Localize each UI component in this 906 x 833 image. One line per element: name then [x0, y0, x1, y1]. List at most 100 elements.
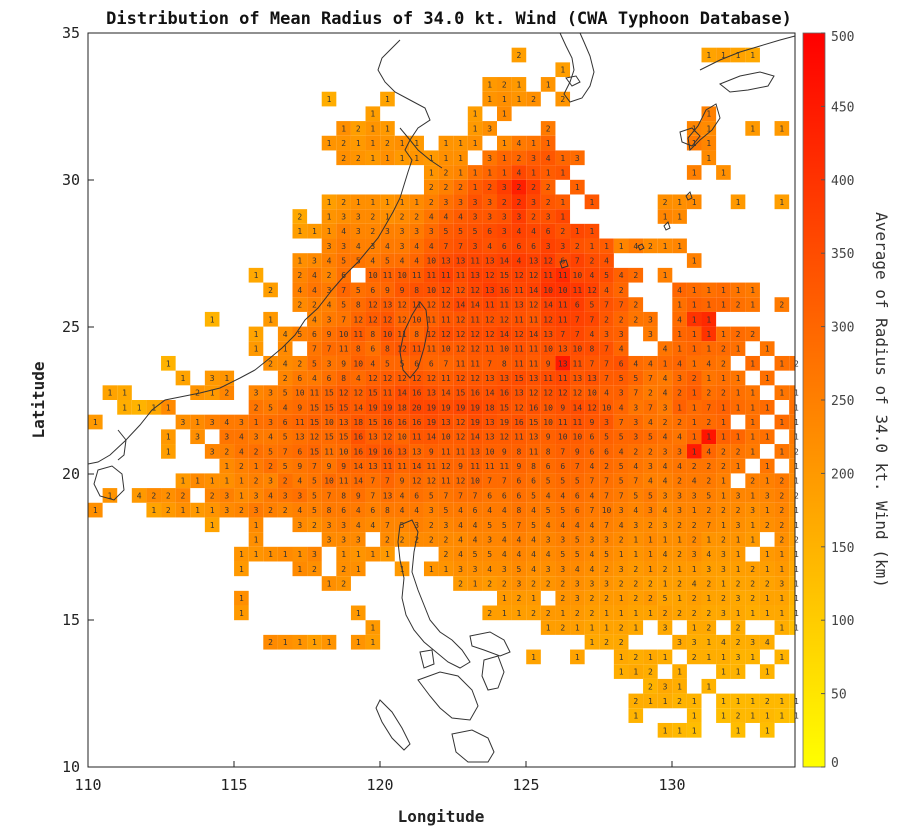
heatmap-cell: 2 [438, 546, 454, 562]
heatmap-cell-rect [380, 91, 395, 107]
heatmap-cell: 2 [657, 194, 673, 210]
heatmap-cell-count: 4 [297, 477, 302, 486]
heatmap-cell: 9 [394, 473, 410, 489]
heatmap-cell: 1 [204, 473, 220, 489]
heatmap-cell: 3 [365, 238, 381, 254]
heatmap-cell-count: 1 [356, 198, 361, 207]
heatmap-cell-count: 3 [663, 521, 668, 530]
heatmap-cell-count: 2 [487, 609, 492, 618]
heatmap-cell-count: 9 [560, 403, 565, 412]
heatmap-cell: 7 [701, 400, 717, 415]
heatmap-cell-count: 1 [750, 447, 755, 456]
heatmap-cell-rect [453, 444, 468, 459]
heatmap-cell-count: 3 [356, 535, 361, 544]
heatmap-cell: 3 [307, 253, 322, 268]
heatmap-cell-count: 4 [648, 418, 653, 427]
heatmap-cell-count: 7 [283, 447, 288, 456]
heatmap-cell-count: 5 [312, 491, 317, 500]
heatmap-cell-count: 5 [575, 535, 580, 544]
heatmap-cell: 1 [716, 649, 731, 665]
heatmap-cell-rect [453, 282, 468, 298]
heatmap-cell: 1 [628, 708, 644, 723]
heatmap-cell-count: 1 [370, 638, 375, 647]
heatmap-cell-count: 6 [312, 330, 317, 339]
heatmap-cell: 5 [701, 488, 717, 503]
heatmap-cell-count: 2 [443, 183, 448, 192]
heatmap-cell-rect [467, 165, 483, 180]
heatmap-cell: 2 [628, 561, 644, 577]
heatmap-cell-count: 2 [633, 697, 638, 706]
heatmap-cell-rect [467, 223, 483, 239]
heatmap-cell-rect [453, 150, 468, 166]
heatmap-cell-count: 3 [531, 198, 536, 207]
heatmap-cell-count: 5 [385, 359, 390, 368]
heatmap-cell: 15 [307, 444, 322, 459]
heatmap-cell: 7 [467, 488, 483, 503]
heatmap-cell: 1 [686, 620, 702, 635]
heatmap-cell-count: 7 [560, 447, 565, 456]
heatmap-cell: 2 [365, 223, 381, 239]
heatmap-cell-count: 13 [587, 374, 597, 383]
heatmap-cell-count: 12 [383, 433, 393, 442]
heatmap-cell: 10 [394, 429, 410, 445]
heatmap-cell-count: 7 [575, 330, 580, 339]
heatmap-cell-count: 12 [456, 477, 466, 486]
heatmap-cell-rect [248, 546, 264, 562]
heatmap-cell-count: 4 [531, 565, 536, 574]
heatmap-cell-count: 1 [692, 624, 697, 633]
heatmap-cell-count: 3 [341, 535, 346, 544]
heatmap-cell: 1 [745, 400, 760, 415]
heatmap-cell-count: 2 [604, 462, 609, 471]
heatmap-cell-count: 5 [706, 491, 711, 500]
heatmap-cell-rect [380, 150, 395, 166]
heatmap-cell-rect [423, 517, 439, 533]
heatmap-cell-count: 8 [341, 491, 346, 500]
heatmap-cell-count: 1 [721, 653, 726, 662]
heatmap-cell: 2 [716, 502, 731, 518]
heatmap-cell-rect [350, 488, 366, 503]
heatmap-cell: 12 [467, 370, 483, 386]
heatmap-cell-rect [234, 429, 249, 445]
heatmap-cell-rect [307, 634, 322, 650]
heatmap-cell-count: 1 [736, 550, 741, 559]
heatmap-cell-count: 2 [502, 580, 507, 589]
heatmap-cell: 3 [409, 223, 424, 239]
heatmap-cell-count: 1 [721, 491, 726, 500]
heatmap-cell-count: 2 [750, 580, 755, 589]
heatmap-cell-count: 6 [297, 374, 302, 383]
heatmap-cell-count: 1 [633, 668, 638, 677]
heatmap-cell: 1 [423, 150, 439, 166]
heatmap-cell-rect [497, 194, 512, 210]
heatmap-cell: 1 [394, 150, 410, 166]
heatmap-cell: 4 [657, 473, 673, 489]
heatmap-cell: 5 [599, 429, 614, 445]
heatmap-cell: 2 [701, 576, 717, 591]
heatmap-cell: 1 [716, 693, 731, 709]
heatmap-cell: 2 [716, 385, 731, 400]
heatmap-cell: 3 [570, 590, 585, 606]
heatmap-cell: 12 [511, 400, 527, 415]
heatmap-cell-rect [511, 341, 527, 356]
heatmap-cell-count: 12 [485, 315, 495, 324]
heatmap-cell-count: 3 [706, 565, 711, 574]
heatmap-cell-rect [277, 502, 293, 518]
heatmap-cell-count: 4 [502, 550, 507, 559]
heatmap-cell-count: 2 [297, 301, 302, 310]
heatmap-cell: 1 [686, 311, 702, 327]
heatmap-cell: 2 [716, 532, 731, 547]
heatmap-cell-count: 2 [400, 213, 405, 222]
heatmap-cell: 13 [540, 326, 556, 342]
heatmap-cell-rect [394, 297, 410, 312]
heatmap-cell-rect [307, 502, 322, 518]
heatmap-cell: 1 [350, 561, 366, 577]
heatmap-cell: 3 [321, 311, 337, 327]
heatmap-cell-count: 2 [531, 95, 536, 104]
heatmap-cell-rect [336, 238, 351, 254]
heatmap-cell: 1 [190, 473, 205, 489]
heatmap-cell-count: 8 [531, 462, 536, 471]
heatmap-cell-count: 10 [339, 330, 349, 339]
heatmap-cell: 1 [701, 678, 717, 694]
heatmap-cell-rect [336, 194, 351, 210]
heatmap-cell-count: 11 [412, 271, 422, 280]
heatmap-cell: 3 [730, 517, 746, 533]
